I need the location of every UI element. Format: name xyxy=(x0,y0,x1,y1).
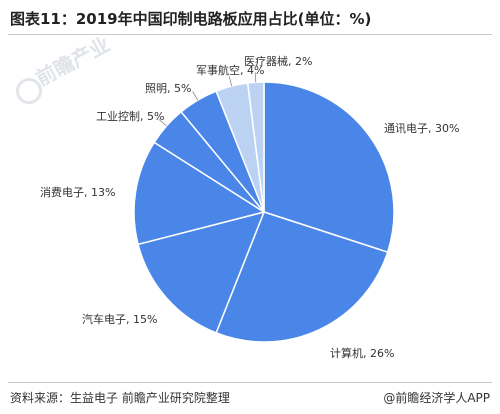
slice-label-4: 消费电子, 13% xyxy=(40,185,115,199)
leader-line-7 xyxy=(228,76,233,87)
leader-lines xyxy=(158,72,257,127)
slice-labels: 通讯电子, 30% 计算机, 26% 汽车电子, 15% 消费电子, 13% 工业控制,… xyxy=(40,54,459,360)
slice-label-2: 计算机, 26% xyxy=(330,346,394,360)
slice-label-6: 照明, 5% xyxy=(145,82,191,95)
leader-line-5 xyxy=(158,119,167,127)
pie-slice-2 xyxy=(215,211,389,343)
watermark-logo-icon xyxy=(16,78,42,104)
pie-slice-4 xyxy=(133,141,266,246)
slice-label-5: 工业控制, 5% xyxy=(96,109,164,123)
pie-slice-3 xyxy=(137,210,266,334)
credit-note: @前瞻经济学人APP xyxy=(383,391,490,405)
leader-line-8 xyxy=(254,72,257,83)
slice-label-7: 军事航空, 4% xyxy=(196,63,264,77)
pie-slices xyxy=(133,81,395,343)
slice-label-3: 汽车电子, 15% xyxy=(82,312,157,326)
source-note: 资料来源：生益电子 前瞻产业研究院整理 xyxy=(10,391,230,405)
pie-slice-1 xyxy=(263,81,395,254)
title-divider xyxy=(8,34,492,35)
leader-line-6 xyxy=(192,91,199,101)
chart-title: 图表11：2019年中国印制电路板应用占比(单位：%) xyxy=(10,10,372,28)
slice-label-8: 医疗器械, 2% xyxy=(244,54,312,68)
footer-divider xyxy=(8,382,492,383)
slice-label-1: 通讯电子, 30% xyxy=(384,122,459,135)
